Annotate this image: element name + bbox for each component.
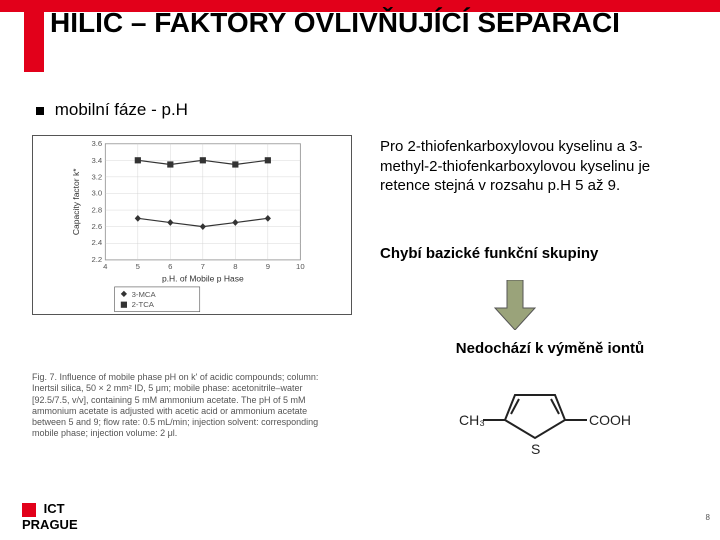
- y-axis-label: Capacity factor k*: [71, 168, 81, 235]
- svg-text:3.2: 3.2: [91, 172, 102, 181]
- svg-text:2-TCA: 2-TCA: [132, 300, 155, 309]
- svg-text:2.8: 2.8: [91, 206, 102, 215]
- bullet-line: mobilní fáze - p.H: [36, 100, 188, 120]
- down-arrow-icon: [485, 280, 545, 330]
- chart-area: 2.2 2.4 2.6 2.8 3.0 3.2 3.4 3.6 4 5 6 7 …: [32, 135, 352, 365]
- bullet-text: mobilní fáze - p.H: [55, 100, 188, 119]
- svg-text:9: 9: [266, 262, 270, 271]
- svg-text:2.6: 2.6: [91, 222, 102, 231]
- svg-text:8: 8: [233, 262, 237, 271]
- title-red-block: [24, 12, 44, 72]
- slide-title: HILIC – FAKTORY OVLIVŇUJÍCÍ SEPARACI: [50, 6, 690, 40]
- bullet-icon: [36, 107, 44, 115]
- svg-text:2.4: 2.4: [91, 238, 102, 247]
- svg-text:2.2: 2.2: [91, 255, 102, 264]
- svg-text:COOH: COOH: [589, 412, 631, 428]
- right-paragraph-2: Chybí bazické funkční skupiny: [380, 245, 690, 262]
- page-number: 8: [706, 513, 710, 522]
- chart-plot: 2.2 2.4 2.6 2.8 3.0 3.2 3.4 3.6 4 5 6 7 …: [32, 135, 352, 315]
- x-axis-label: p.H. of Mobile p Hase: [162, 273, 244, 283]
- svg-text:CH₃: CH₃: [459, 412, 485, 428]
- chemical-structure: CH₃ COOH S: [435, 370, 635, 460]
- right-paragraph-3: Nedochází k výměně iontů: [400, 340, 700, 357]
- svg-text:5: 5: [136, 262, 140, 271]
- svg-text:7: 7: [201, 262, 205, 271]
- svg-text:3.4: 3.4: [91, 156, 102, 165]
- logo-square-icon: [22, 503, 36, 517]
- svg-text:3.6: 3.6: [91, 139, 102, 148]
- svg-text:S: S: [531, 441, 540, 457]
- svg-text:3.0: 3.0: [91, 189, 102, 198]
- svg-text:3-MCA: 3-MCA: [132, 290, 157, 299]
- logo: ICTPRAGUE: [22, 501, 78, 532]
- right-paragraph-1: Pro 2-thiofenkarboxylovou kyselinu a 3-m…: [380, 137, 690, 196]
- svg-text:10: 10: [296, 262, 305, 271]
- svg-text:4: 4: [103, 262, 108, 271]
- figure-caption: Fig. 7. Influence of mobile phase pH on …: [32, 372, 342, 440]
- svg-text:6: 6: [168, 262, 172, 271]
